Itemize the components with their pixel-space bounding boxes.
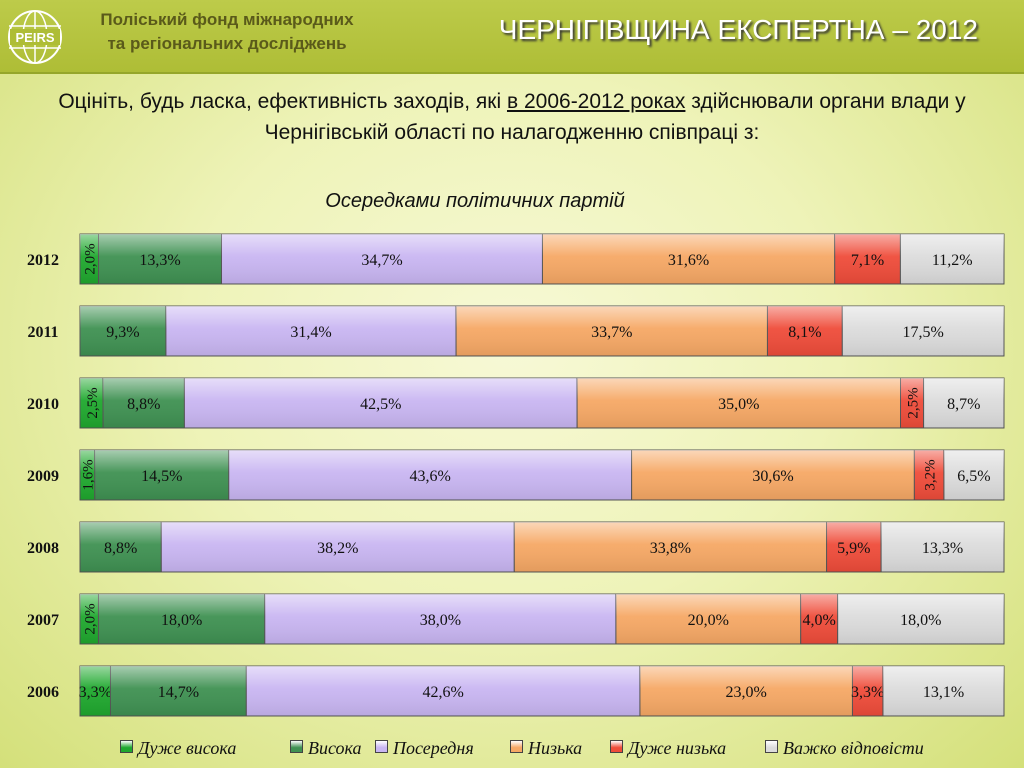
survey-question: Оцініть, будь ласка, ефективність заході…	[10, 86, 1014, 148]
data-label: 33,7%	[591, 324, 632, 341]
data-label: 14,7%	[158, 684, 199, 701]
data-label: 13,3%	[139, 252, 180, 269]
legend-swatch	[120, 740, 133, 753]
legend-label: Важко відповісти	[783, 738, 924, 758]
data-label: 33,8%	[650, 540, 691, 557]
data-label: 4,0%	[803, 612, 836, 629]
data-label: 18,0%	[161, 612, 202, 629]
category-label: 2010	[27, 396, 59, 413]
data-label: 11,2%	[932, 252, 973, 269]
chart-title: Осередками політичних партій	[325, 190, 625, 212]
question-text-part1: Оцініть, будь ласка, ефективність заході…	[58, 90, 507, 113]
org-name-line1: Поліський фонд міжнародних	[100, 10, 354, 29]
legend-item: Посередня	[375, 738, 474, 759]
category-label: 2011	[27, 324, 58, 341]
data-label: 8,1%	[788, 324, 821, 341]
data-label: 34,7%	[361, 252, 402, 269]
data-label: 31,4%	[290, 324, 331, 341]
data-label: 13,3%	[922, 540, 963, 557]
organization-name: Поліський фонд міжнародних та регіональн…	[72, 8, 382, 56]
chart-legend: Дуже висока Висока Посередня Низька Дуже низ…	[120, 738, 980, 760]
data-label: 43,6%	[410, 468, 451, 485]
legend-label: Дуже висока	[138, 738, 237, 758]
data-label: 5,9%	[837, 540, 870, 557]
question-period: в 2006-2012 роках	[506, 90, 686, 113]
legend-label: Низька	[528, 738, 583, 758]
category-label: 2012	[27, 252, 59, 269]
data-label: 2,0%	[82, 603, 98, 634]
legend-label: Висока	[308, 738, 362, 758]
legend-item: Низька	[510, 738, 582, 759]
legend-item: Дуже висока	[120, 738, 236, 759]
data-label: 2,5%	[905, 387, 921, 418]
legend-swatch	[290, 740, 303, 753]
org-name-line2: та регіональних досліджень	[107, 34, 347, 53]
legend-swatch	[375, 740, 388, 753]
legend-item: Важко відповісти	[765, 738, 924, 759]
data-label: 35,0%	[718, 396, 759, 413]
data-label: 8,8%	[127, 396, 160, 413]
header-bar: PEIRS Поліський фонд міжнародних та регі…	[0, 0, 1024, 74]
data-label: 23,0%	[726, 684, 767, 701]
data-label: 3,3%	[79, 684, 112, 701]
data-label: 38,2%	[317, 540, 358, 557]
data-label: 8,8%	[104, 540, 137, 557]
data-label: 42,5%	[360, 396, 401, 413]
legend-swatch	[510, 740, 523, 753]
legend-swatch	[765, 740, 778, 753]
category-label: 2008	[27, 540, 59, 557]
category-label: 2006	[27, 684, 59, 701]
data-label: 14,5%	[141, 468, 182, 485]
legend-item: Дуже низька	[610, 738, 726, 759]
legend-swatch	[610, 740, 623, 753]
data-label: 3,3%	[851, 684, 884, 701]
legend-item: Висока	[290, 738, 362, 759]
data-label: 2,0%	[82, 243, 98, 274]
data-label: 42,6%	[422, 684, 463, 701]
data-label: 7,1%	[851, 252, 884, 269]
data-label: 3,2%	[922, 459, 938, 490]
question-text-part2: здійснювали органи влади у Чернігівській…	[264, 90, 966, 144]
peirs-logo: PEIRS	[8, 10, 62, 64]
data-label: 6,5%	[957, 468, 990, 485]
category-label: 2007	[27, 612, 59, 629]
data-label: 20,0%	[688, 612, 729, 629]
data-label: 1,6%	[81, 459, 97, 490]
legend-label: Посередня	[393, 738, 474, 758]
slide-title: ЧЕРНІГІВЩИНА ЕКСПЕРТНА – 2012	[498, 14, 978, 45]
data-label: 13,1%	[923, 684, 964, 701]
data-label: 8,7%	[947, 396, 980, 413]
data-label: 38,0%	[420, 612, 461, 629]
data-label: 18,0%	[900, 612, 941, 629]
legend-label: Дуже низька	[628, 738, 727, 758]
data-label: 17,5%	[902, 324, 943, 341]
category-label: 2009	[27, 468, 59, 485]
logo-text: PEIRS	[15, 30, 54, 45]
data-label: 2,5%	[85, 387, 101, 418]
data-label: 31,6%	[668, 252, 709, 269]
data-label: 30,6%	[752, 468, 793, 485]
data-label: 9,3%	[106, 324, 139, 341]
